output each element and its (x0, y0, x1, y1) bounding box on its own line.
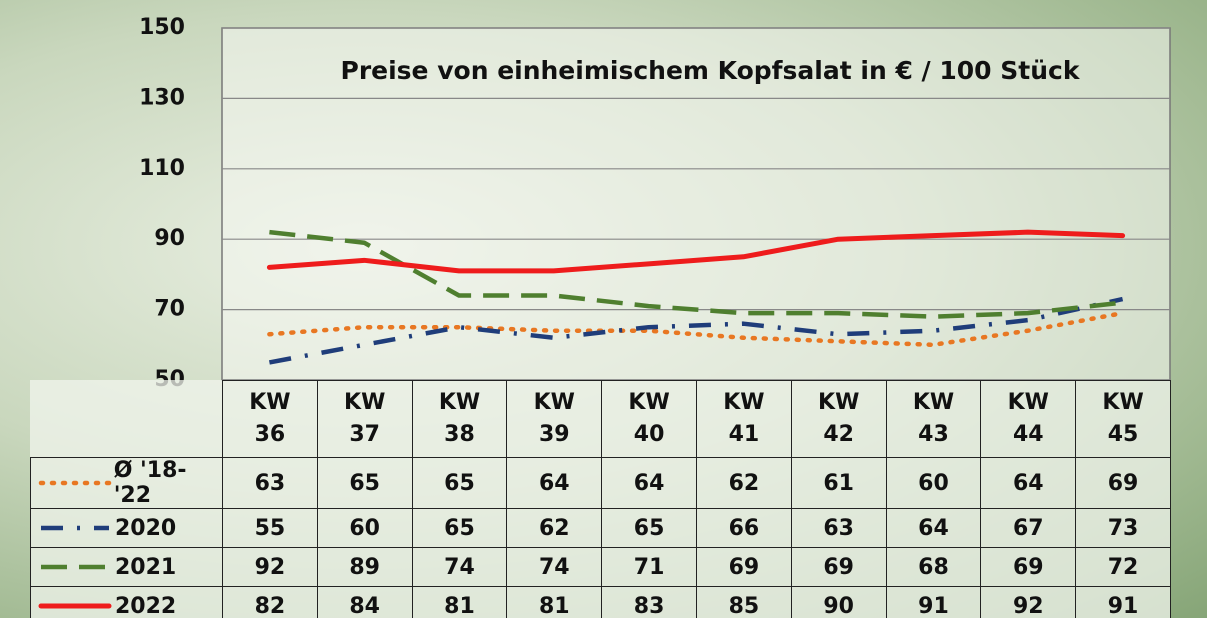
value-cell: 92 (980, 586, 1077, 618)
legend-swatch (38, 480, 112, 486)
legend-cell: Ø '18-'22 (30, 457, 223, 509)
value-cell: 73 (1075, 508, 1171, 548)
value-cell: 67 (980, 508, 1077, 548)
value-cell: 68 (885, 547, 982, 587)
legend-entry: 2021 (31, 555, 222, 580)
value-cell: 55 (222, 508, 318, 548)
series-row: 2021 92 89 74 74 71 69 69 68 69 72 (30, 547, 1171, 587)
category-cell: KW 41 (695, 380, 792, 458)
data-table: KW 36 KW 37 KW 38 KW 39 KW 40 KW 41 KW 42 KW 43… (30, 380, 1171, 618)
y-tick-label: 150 (139, 15, 185, 40)
y-tick-label: 70 (154, 297, 185, 322)
value-cell: 65 (316, 457, 413, 509)
value-cell: 89 (316, 547, 413, 587)
legend-swatch (41, 564, 109, 570)
value-cell: 84 (316, 586, 413, 618)
legend-entry: Ø '18-'22 (31, 458, 222, 508)
series-line (266, 229, 1126, 274)
value-cell: 81 (506, 586, 603, 618)
category-cell: KW 43 (885, 380, 982, 458)
value-cell: 91 (885, 586, 982, 618)
value-cell: 63 (790, 508, 887, 548)
legend-label: 2021 (115, 554, 177, 580)
x-tick-label: KW 42 (818, 390, 860, 447)
value-cell: 69 (1075, 457, 1171, 509)
legend-swatch (38, 603, 112, 609)
value-cell: 92 (222, 547, 318, 587)
series-line (269, 229, 1123, 319)
legend-label: 2020 (115, 515, 177, 541)
series-line (268, 296, 1124, 365)
x-tick-label: KW 40 (628, 390, 670, 447)
value-cell: 81 (411, 586, 508, 618)
category-cell: KW 40 (601, 380, 697, 458)
x-tick-label: KW 45 (1102, 390, 1144, 447)
series-row: 2020 55 60 65 62 65 66 63 64 67 73 (30, 508, 1171, 548)
value-cell: 90 (790, 586, 887, 618)
y-tick-label: 130 (139, 85, 185, 110)
x-tick-label: KW 43 (912, 390, 955, 447)
value-cell: 74 (506, 547, 603, 587)
value-cell: 65 (601, 508, 697, 548)
corner-cell (30, 380, 223, 458)
value-cell: 64 (506, 457, 603, 509)
x-tick-label: KW 39 (533, 390, 575, 447)
value-cell: 66 (695, 508, 792, 548)
legend-cell: 2020 (30, 508, 223, 548)
legend-entry: 2020 (31, 516, 222, 541)
category-cell: KW 44 (980, 380, 1077, 458)
value-cell: 85 (695, 586, 792, 618)
x-tick-label: KW 37 (344, 390, 386, 447)
category-cell: KW 45 (1075, 380, 1171, 458)
legend-swatch (41, 525, 109, 531)
value-cell: 62 (695, 457, 792, 509)
value-cell: 64 (601, 457, 697, 509)
series-line (267, 310, 1125, 348)
x-tick-label: KW 38 (438, 390, 481, 447)
value-cell: 65 (411, 457, 508, 509)
value-cell: 64 (980, 457, 1077, 509)
legend-label: Ø '18-'22 (113, 458, 187, 508)
chart-title: Preise von einheimischem Kopfsalat in € … (341, 56, 1081, 85)
value-cell: 60 (316, 508, 413, 548)
value-cell: 74 (411, 547, 508, 587)
value-cell: 63 (222, 457, 318, 509)
y-tick-label: 90 (154, 226, 185, 251)
x-tick-label: KW 44 (1007, 390, 1049, 447)
category-cell: KW 38 (411, 380, 508, 458)
value-cell: 64 (885, 508, 982, 548)
value-cell: 69 (790, 547, 887, 587)
legend-cell: 2022 (30, 586, 223, 618)
header-row: KW 36 KW 37 KW 38 KW 39 KW 40 KW 41 KW 42 KW 43… (30, 380, 1171, 458)
category-cell: KW 42 (790, 380, 887, 458)
series-row: 2022 82 84 81 81 83 85 90 91 92 91 (30, 586, 1171, 618)
legend-entry: 2022 (31, 594, 222, 618)
value-cell: 71 (601, 547, 697, 587)
y-tick-label: 110 (139, 156, 185, 181)
value-cell: 82 (222, 586, 318, 618)
category-cell: KW 39 (506, 380, 603, 458)
value-cell: 69 (980, 547, 1077, 587)
x-tick-label: KW 36 (249, 390, 291, 447)
legend-label: 2022 (115, 593, 177, 618)
legend-cell: 2021 (30, 547, 223, 587)
series-row: Ø '18-'22 63 65 65 64 64 62 61 60 64 69 (30, 457, 1171, 509)
category-cell: KW 37 (316, 380, 413, 458)
value-cell: 61 (790, 457, 887, 509)
x-tick-label: KW 41 (723, 390, 765, 447)
value-cell: 60 (885, 457, 982, 509)
value-cell: 65 (411, 508, 508, 548)
value-cell: 83 (601, 586, 697, 618)
value-cell: 91 (1075, 586, 1171, 618)
category-cell: KW 36 (222, 380, 318, 458)
value-cell: 72 (1075, 547, 1171, 587)
value-cell: 69 (695, 547, 792, 587)
value-cell: 62 (506, 508, 603, 548)
